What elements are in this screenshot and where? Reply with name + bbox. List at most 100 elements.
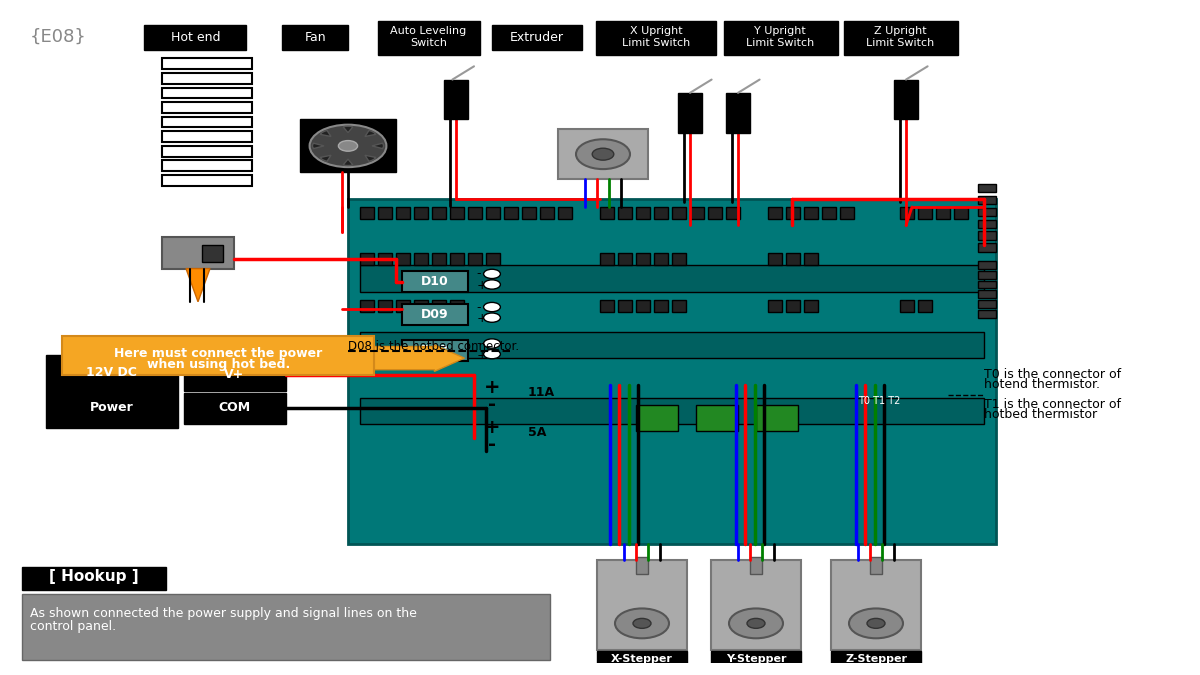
Bar — [486, 253, 500, 265]
Text: Auto Leveling
Switch: Auto Leveling Switch — [390, 26, 467, 48]
Bar — [22, 567, 166, 590]
Text: D09: D09 — [420, 308, 449, 321]
Bar — [162, 161, 252, 171]
Text: [ Hookup ]: [ Hookup ] — [49, 570, 138, 585]
Bar — [360, 398, 984, 425]
Bar — [710, 651, 802, 675]
Bar — [600, 253, 614, 265]
Circle shape — [338, 140, 358, 151]
Text: V+: V+ — [224, 368, 244, 381]
Bar — [978, 196, 996, 205]
Text: -: - — [476, 300, 481, 314]
Bar — [844, 20, 958, 55]
Bar — [378, 253, 392, 265]
Bar — [360, 207, 374, 219]
Text: COM: COM — [218, 402, 250, 414]
Bar — [978, 184, 996, 192]
Text: T1 is the connector of: T1 is the connector of — [984, 398, 1121, 411]
Bar — [724, 20, 838, 55]
Circle shape — [310, 125, 386, 167]
Bar — [162, 146, 252, 157]
Bar — [978, 300, 996, 308]
Circle shape — [484, 269, 500, 279]
Circle shape — [593, 148, 614, 160]
Bar — [450, 207, 464, 219]
Bar — [360, 265, 984, 292]
Bar — [918, 207, 932, 219]
Text: hotbed thermistor: hotbed thermistor — [984, 408, 1097, 421]
Circle shape — [484, 313, 500, 322]
Bar — [690, 207, 704, 219]
Text: T0 T1 T2: T0 T1 T2 — [858, 396, 900, 406]
FancyArrow shape — [374, 345, 464, 371]
Text: +: + — [476, 349, 487, 362]
Circle shape — [484, 339, 500, 348]
Bar — [636, 404, 678, 431]
Bar — [432, 207, 446, 219]
Bar — [162, 58, 252, 69]
Bar — [162, 73, 252, 84]
Bar — [414, 253, 428, 265]
Wedge shape — [365, 130, 376, 136]
Bar — [672, 300, 686, 312]
Bar — [768, 300, 782, 312]
Bar — [486, 207, 500, 219]
Text: As shown connected the power supply and signal lines on the: As shown connected the power supply and … — [30, 607, 416, 620]
Text: Y-Stepper
motor: Y-Stepper motor — [726, 653, 786, 675]
Wedge shape — [372, 143, 384, 148]
Bar — [768, 207, 782, 219]
Text: Y Upright
Limit Switch: Y Upright Limit Switch — [746, 26, 814, 48]
Wedge shape — [320, 130, 331, 136]
Bar — [162, 175, 252, 186]
Bar — [162, 88, 252, 98]
Text: 5A: 5A — [528, 426, 546, 439]
Text: control panel.: control panel. — [30, 620, 116, 633]
Bar — [636, 253, 650, 265]
Bar — [468, 253, 482, 265]
Polygon shape — [186, 269, 210, 302]
Text: X Upright
Limit Switch: X Upright Limit Switch — [623, 26, 690, 48]
Text: D08 is the hotbed connector.: D08 is the hotbed connector. — [348, 340, 520, 353]
Text: -: - — [488, 435, 496, 454]
Bar — [402, 271, 468, 292]
Wedge shape — [343, 159, 353, 165]
Text: {E08}: {E08} — [30, 28, 86, 45]
Bar — [62, 336, 374, 375]
Bar — [654, 253, 668, 265]
Circle shape — [850, 608, 904, 639]
Bar — [636, 557, 648, 574]
Bar — [378, 20, 480, 55]
Bar — [492, 24, 582, 50]
Bar — [558, 207, 572, 219]
Bar — [978, 281, 996, 288]
Bar — [378, 300, 392, 312]
Bar — [978, 261, 996, 269]
Bar — [786, 207, 800, 219]
Text: Extruder: Extruder — [509, 30, 564, 44]
Bar — [162, 117, 252, 128]
Circle shape — [866, 618, 886, 628]
Bar — [978, 219, 996, 228]
Bar — [504, 207, 518, 219]
Text: 12V DC: 12V DC — [86, 367, 137, 379]
Wedge shape — [365, 155, 376, 161]
Wedge shape — [343, 126, 353, 132]
Text: D10: D10 — [420, 275, 449, 288]
Bar — [618, 253, 632, 265]
Bar — [402, 340, 468, 361]
Bar — [672, 253, 686, 265]
Wedge shape — [320, 155, 331, 161]
Text: Z-Stepper
motor: Z-Stepper motor — [845, 653, 907, 675]
Text: +: + — [476, 313, 487, 325]
Text: Hot end: Hot end — [170, 30, 221, 44]
Bar — [654, 207, 668, 219]
Bar — [726, 93, 750, 132]
Bar — [750, 557, 762, 574]
Bar — [432, 300, 446, 312]
Bar — [348, 199, 996, 544]
Circle shape — [746, 618, 766, 628]
Text: -: - — [488, 395, 496, 414]
Bar — [598, 560, 686, 650]
Text: X-Stepper
motor: X-Stepper motor — [611, 653, 673, 675]
Circle shape — [634, 618, 650, 628]
